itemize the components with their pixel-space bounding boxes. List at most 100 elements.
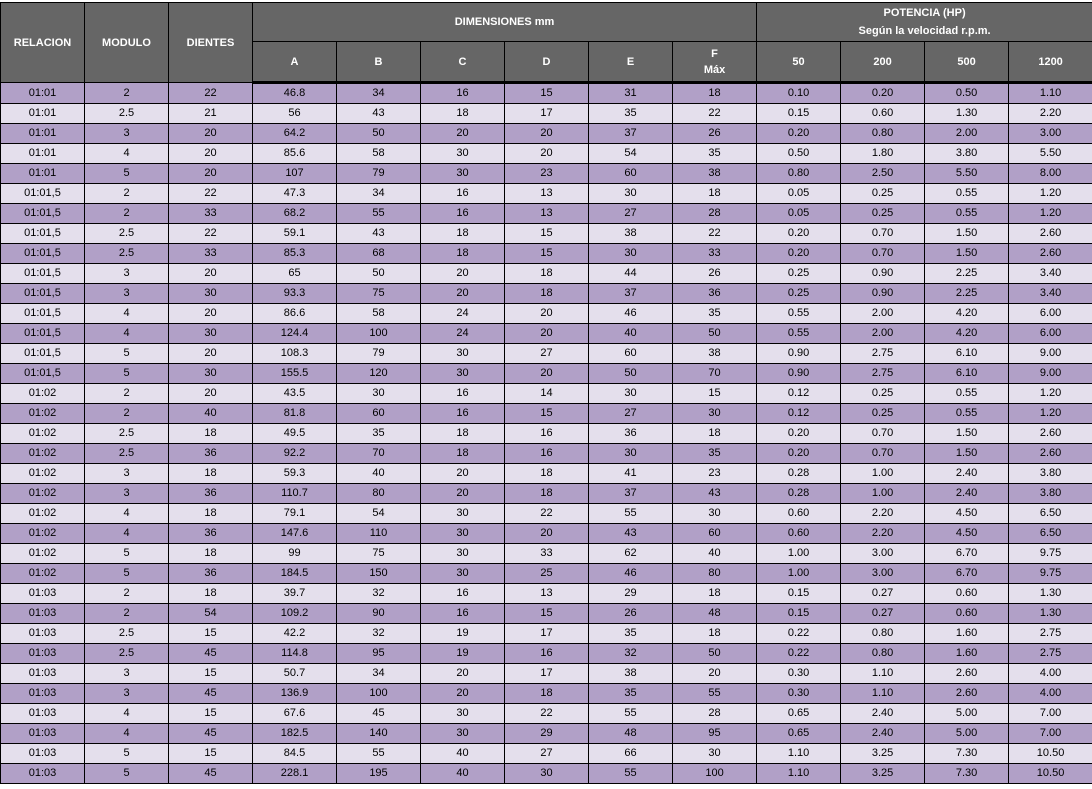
table-cell: 23 (505, 164, 589, 184)
table-cell: 01:01,5 (1, 344, 85, 364)
table-cell: 20 (169, 304, 253, 324)
table-cell: 2 (85, 204, 169, 224)
table-cell: 20 (169, 164, 253, 184)
table-cell: 1.60 (925, 644, 1009, 664)
table-cell: 30 (169, 284, 253, 304)
table-cell: 43 (589, 524, 673, 544)
table-cell: 21 (169, 104, 253, 124)
table-cell: 30 (337, 384, 421, 404)
table-cell: 54 (169, 604, 253, 624)
table-cell: 18 (673, 83, 757, 104)
table-cell: 6.10 (925, 344, 1009, 364)
table-cell: 1.50 (925, 224, 1009, 244)
table-cell: 18 (421, 424, 505, 444)
table-cell: 35 (589, 104, 673, 124)
table-cell: 2.40 (841, 704, 925, 724)
table-cell: 2.60 (925, 684, 1009, 704)
table-cell: 0.70 (841, 224, 925, 244)
table-cell: 18 (505, 284, 589, 304)
table-cell: 16 (421, 83, 505, 104)
table-cell: 56 (253, 104, 337, 124)
table-cell: 2.60 (1009, 224, 1092, 244)
table-cell: 50.7 (253, 664, 337, 684)
table-cell: 13 (505, 584, 589, 604)
table-cell: 2.25 (925, 264, 1009, 284)
table-cell: 66 (589, 744, 673, 764)
table-cell: 20 (505, 144, 589, 164)
table-cell: 2.20 (1009, 104, 1092, 124)
table-cell: 85.6 (253, 144, 337, 164)
table-cell: 22 (169, 224, 253, 244)
table-cell: 100 (673, 764, 757, 784)
table-cell: 35 (589, 624, 673, 644)
table-cell: 24 (421, 304, 505, 324)
table-cell: 16 (505, 444, 589, 464)
table-cell: 3.00 (841, 564, 925, 584)
table-cell: 65 (253, 264, 337, 284)
table-cell: 0.70 (841, 424, 925, 444)
potencia-title: POTENCIA (HP) (757, 4, 1092, 22)
table-cell: 55 (337, 744, 421, 764)
table-cell: 0.12 (757, 404, 841, 424)
table-cell: 01:01 (1, 144, 85, 164)
table-cell: 15 (169, 664, 253, 684)
table-cell: 155.5 (253, 364, 337, 384)
table-cell: 70 (673, 364, 757, 384)
table-cell: 27 (589, 404, 673, 424)
table-cell: 0.12 (757, 384, 841, 404)
table-cell: 1.30 (1009, 584, 1092, 604)
table-cell: 3 (85, 664, 169, 684)
table-cell: 22 (169, 83, 253, 104)
table-cell: 0.50 (757, 144, 841, 164)
table-cell: 0.25 (841, 204, 925, 224)
table-cell: 0.28 (757, 464, 841, 484)
table-cell: 3.40 (1009, 284, 1092, 304)
table-cell: 34 (337, 83, 421, 104)
table-cell: 0.25 (757, 264, 841, 284)
table-cell: 20 (421, 484, 505, 504)
table-cell: 90 (337, 604, 421, 624)
table-cell: 58 (337, 144, 421, 164)
table-cell: 01:03 (1, 704, 85, 724)
table-cell: 1.30 (1009, 604, 1092, 624)
table-cell: 0.55 (925, 204, 1009, 224)
table-cell: 0.22 (757, 644, 841, 664)
header-rpm-1200: 1200 (1009, 42, 1092, 83)
table-cell: 0.80 (841, 644, 925, 664)
table-cell: 3.80 (1009, 464, 1092, 484)
table-cell: 2 (85, 604, 169, 624)
table-cell: 29 (589, 584, 673, 604)
table-cell: 48 (673, 604, 757, 624)
table-cell: 35 (673, 144, 757, 164)
table-cell: 2 (85, 184, 169, 204)
table-cell: 29 (505, 724, 589, 744)
table-cell: 5 (85, 564, 169, 584)
table-cell: 34 (337, 184, 421, 204)
table-cell: 15 (505, 224, 589, 244)
table-cell: 20 (169, 384, 253, 404)
header-rpm-50: 50 (757, 42, 841, 83)
table-cell: 01:02 (1, 404, 85, 424)
table-cell: 5 (85, 764, 169, 784)
table-cell: 3 (85, 484, 169, 504)
table-cell: 01:01,5 (1, 204, 85, 224)
table-cell: 55 (337, 204, 421, 224)
table-cell: 4 (85, 524, 169, 544)
table-cell: 40 (337, 464, 421, 484)
table-cell: 2 (85, 384, 169, 404)
table-cell: 15 (169, 624, 253, 644)
table-cell: 6.50 (1009, 504, 1092, 524)
table-cell: 18 (505, 484, 589, 504)
table-cell: 228.1 (253, 764, 337, 784)
header-dimensiones: DIMENSIONES mm (253, 3, 757, 42)
table-cell: 3 (85, 464, 169, 484)
table-cell: 20 (673, 664, 757, 684)
table-cell: 1.20 (1009, 204, 1092, 224)
